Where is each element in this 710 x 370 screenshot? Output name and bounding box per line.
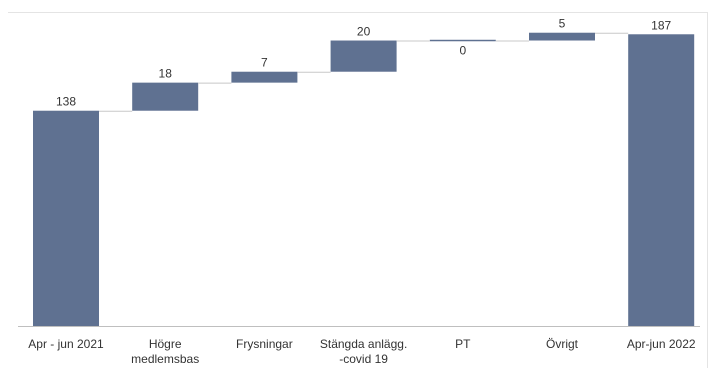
data-label-3: 20 bbox=[357, 25, 371, 39]
data-label-0: 138 bbox=[56, 95, 76, 109]
bar-4 bbox=[429, 39, 496, 42]
bar-2 bbox=[231, 71, 298, 83]
category-label-3-line-0: Stängda anlägg. bbox=[320, 337, 407, 351]
bar-5 bbox=[529, 32, 595, 41]
category-label-0: Apr - jun 2021 bbox=[28, 337, 104, 351]
category-label-5: Övrigt bbox=[546, 337, 579, 351]
data-label-2: 7 bbox=[261, 56, 268, 70]
data-label-1: 18 bbox=[159, 67, 173, 81]
chart-frame bbox=[8, 12, 708, 368]
data-label-4: 0 bbox=[459, 44, 466, 58]
bar-0 bbox=[33, 110, 99, 326]
category-label-2: Frysningar bbox=[236, 337, 293, 351]
bar-6 bbox=[628, 34, 695, 326]
data-label-6: 187 bbox=[651, 18, 671, 32]
category-label-1-line-0: Högre bbox=[149, 337, 182, 351]
category-label-3-line-1: -covid 19 bbox=[339, 352, 388, 366]
bar-3 bbox=[330, 40, 397, 72]
category-label-1-line-1: medlemsbas bbox=[131, 352, 199, 366]
bar-1 bbox=[132, 82, 199, 111]
category-label-4: PT bbox=[455, 337, 471, 351]
category-label-6: Apr-jun 2022 bbox=[627, 337, 696, 351]
data-label-5: 5 bbox=[559, 17, 566, 31]
